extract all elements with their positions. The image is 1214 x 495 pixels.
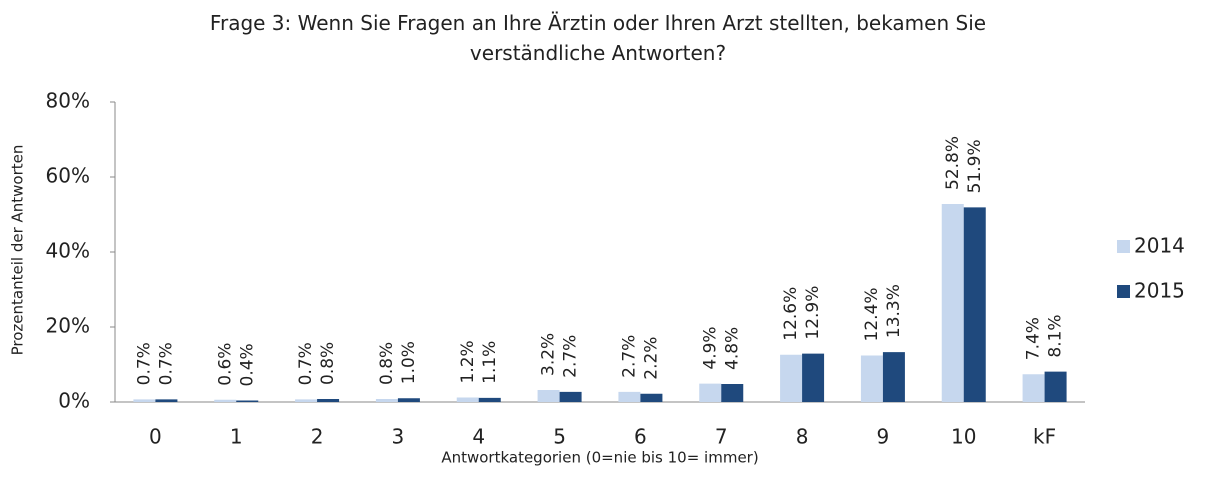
y-axis-title: Prozentanteil der Antworten	[9, 145, 27, 356]
legend-swatch	[1117, 285, 1130, 298]
data-label: 4.8%	[722, 327, 742, 370]
data-label: 0.4%	[237, 343, 257, 386]
bar	[478, 397, 501, 402]
data-label: 2.7%	[561, 335, 581, 378]
x-tick-label: 0	[149, 425, 162, 449]
x-tick-label: 9	[877, 425, 890, 449]
data-label: 12.6%	[781, 287, 801, 341]
data-label: 4.9%	[700, 326, 720, 369]
data-label: 7.4%	[1024, 317, 1044, 360]
bar	[1022, 374, 1045, 402]
x-axis-title: Antwortkategorien (0=nie bis 10= immer)	[441, 449, 758, 467]
legend-label: 2015	[1134, 279, 1185, 303]
x-tick-label: 3	[392, 425, 405, 449]
bar	[375, 399, 398, 402]
x-tick-label: 10	[951, 425, 976, 449]
data-label: 2.7%	[619, 335, 639, 378]
bar	[1044, 371, 1067, 402]
bar	[802, 353, 825, 402]
data-label: 0.6%	[215, 343, 235, 386]
y-tick-label: 20%	[46, 314, 90, 338]
data-label: 12.9%	[803, 286, 823, 340]
bar	[882, 352, 905, 402]
y-tick-label: 0%	[58, 389, 90, 413]
bar	[699, 383, 722, 402]
x-tick-label: 8	[796, 425, 809, 449]
data-label: 1.2%	[458, 340, 478, 383]
bar	[133, 399, 156, 402]
x-tick-label: 7	[715, 425, 728, 449]
x-tick-label: 4	[472, 425, 485, 449]
bar	[780, 354, 803, 402]
bar	[397, 398, 420, 402]
y-tick-label: 40%	[46, 239, 90, 263]
data-label: 0.7%	[134, 342, 154, 385]
bar	[295, 399, 318, 402]
bar	[618, 391, 641, 402]
data-label: 0.8%	[318, 342, 338, 385]
data-label: 52.8%	[943, 136, 963, 190]
bar	[559, 391, 582, 402]
data-label: 8.1%	[1046, 314, 1066, 357]
x-tick-label: 5	[553, 425, 566, 449]
data-label: 1.1%	[480, 341, 500, 384]
data-label: 0.7%	[296, 342, 316, 385]
data-label: 0.7%	[156, 342, 176, 385]
chart-title: Frage 3: Wenn Sie Fragen an Ihre Ärztin …	[209, 11, 987, 65]
bar	[640, 393, 663, 402]
bar	[236, 400, 259, 402]
data-label: 3.2%	[539, 333, 559, 376]
bar	[963, 207, 986, 402]
x-tick-label: kF	[1033, 425, 1056, 449]
data-label: 2.2%	[641, 337, 661, 380]
y-tick-label: 80%	[46, 89, 90, 113]
x-tick-label: 1	[230, 425, 243, 449]
data-label: 51.9%	[965, 139, 985, 193]
data-label: 13.3%	[884, 284, 904, 338]
bar	[721, 384, 744, 402]
x-tick-label: 6	[634, 425, 647, 449]
x-tick-label: 2	[311, 425, 324, 449]
data-label: 1.0%	[399, 341, 419, 384]
bar	[456, 397, 479, 402]
bar	[941, 204, 964, 402]
bar	[537, 390, 560, 402]
y-tick-label: 60%	[46, 164, 90, 188]
legend-label: 2014	[1134, 234, 1185, 258]
legend-swatch	[1117, 240, 1130, 253]
data-label: 0.8%	[377, 342, 397, 385]
bar	[317, 399, 340, 402]
data-label: 12.4%	[862, 287, 882, 341]
bar	[860, 355, 883, 402]
bar	[214, 399, 237, 402]
bar	[155, 399, 178, 402]
